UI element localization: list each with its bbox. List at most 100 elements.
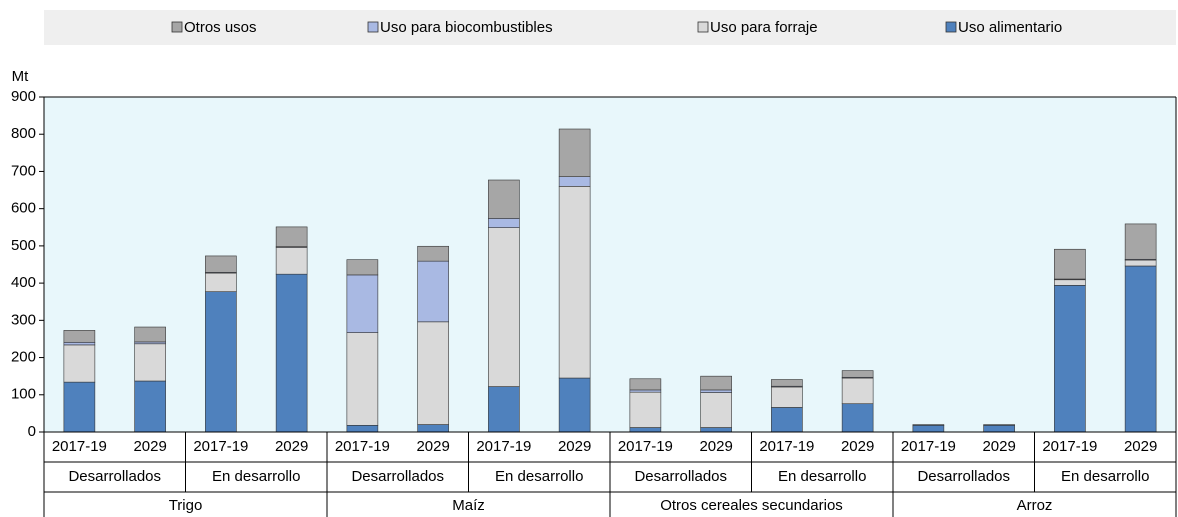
- bar-segment: [417, 424, 449, 433]
- bar-segment: [700, 392, 732, 428]
- bar-segment: [275, 226, 308, 247]
- bar-segment: [558, 377, 591, 433]
- group-label: Arroz: [1017, 497, 1053, 514]
- bar-segment: [841, 403, 874, 433]
- subgroup-label: Desarrollados: [351, 468, 444, 485]
- x-tick-label: 2029: [558, 438, 591, 455]
- y-tick-label: 0: [28, 423, 36, 440]
- bar-segment: [63, 330, 96, 343]
- x-tick-label: 2029: [1124, 438, 1157, 455]
- bar-segment: [629, 427, 662, 433]
- bar-segment: [629, 389, 662, 393]
- y-axis-label: Mt: [12, 68, 29, 85]
- x-tick-label: 2017-19: [1042, 438, 1097, 455]
- bar-segment: [558, 186, 591, 379]
- x-tick-label: 2017-19: [335, 438, 390, 455]
- x-tick-label: 2017-19: [759, 438, 814, 455]
- bar-segment: [771, 379, 803, 387]
- bar-segment: [558, 176, 591, 187]
- legend-label: Uso para forraje: [710, 19, 818, 36]
- y-tick-label: 100: [11, 386, 36, 403]
- bar-segment: [771, 386, 803, 408]
- bar-segment: [134, 343, 166, 382]
- bar-segment: [63, 381, 96, 433]
- bar-segment: [488, 227, 520, 387]
- x-tick-label: 2017-19: [901, 438, 956, 455]
- y-tick-label: 200: [11, 349, 36, 366]
- subgroup-label: Desarrollados: [634, 468, 727, 485]
- bar-segment: [488, 218, 520, 228]
- bar-segment: [700, 389, 732, 393]
- bar-segment: [1124, 259, 1157, 267]
- bar-segment: [841, 370, 874, 378]
- x-tick-label: 2029: [841, 438, 874, 455]
- bar-segment: [912, 424, 945, 433]
- bar-segment: [983, 424, 1015, 433]
- bar-segment: [629, 391, 662, 428]
- y-tick-label: 500: [11, 237, 36, 254]
- bar-segment: [700, 375, 732, 391]
- y-tick-label: 700: [11, 162, 36, 179]
- legend-label: Uso para biocombustibles: [380, 19, 553, 36]
- y-tick-label: 900: [11, 88, 36, 105]
- bar-segment: [134, 380, 166, 433]
- subgroup-label: Desarrollados: [68, 468, 161, 485]
- bar-segment: [63, 344, 96, 383]
- bar-segment: [1124, 265, 1157, 433]
- x-tick-label: 2029: [416, 438, 449, 455]
- bar-segment: [205, 255, 237, 273]
- bar-segment: [63, 341, 96, 346]
- bar-segment: [1054, 285, 1086, 433]
- group-label: Trigo: [169, 497, 203, 514]
- bar-segment: [275, 247, 308, 275]
- x-tick-label: 2029: [275, 438, 308, 455]
- group-label: Otros cereales secundarios: [660, 497, 843, 514]
- legend-background: [44, 10, 1176, 45]
- bar-segment: [417, 260, 449, 323]
- bar-segment: [488, 179, 520, 219]
- bar-segment: [205, 291, 237, 433]
- x-tick-label: 2029: [982, 438, 1015, 455]
- legend-label: Uso alimentario: [958, 19, 1062, 36]
- bar-segment: [629, 378, 662, 391]
- bar-segment: [912, 424, 945, 426]
- x-tick-label: 2017-19: [618, 438, 673, 455]
- bar-segment: [417, 321, 449, 425]
- subgroup-label: Desarrollados: [917, 468, 1010, 485]
- bar-segment: [558, 128, 591, 177]
- bar-segment: [1054, 279, 1086, 286]
- subgroup-label: En desarrollo: [778, 468, 866, 485]
- legend-swatch: [945, 21, 957, 33]
- bar-segment: [346, 332, 379, 426]
- bar-segment: [346, 424, 379, 433]
- subgroup-label: En desarrollo: [495, 468, 583, 485]
- x-tick-label: 2017-19: [52, 438, 107, 455]
- y-tick-label: 800: [11, 125, 36, 142]
- legend-swatch: [697, 21, 709, 33]
- subgroup-label: En desarrollo: [212, 468, 300, 485]
- legend-label: Otros usos: [184, 19, 257, 36]
- y-tick-label: 300: [11, 311, 36, 328]
- bar-segment: [841, 377, 874, 405]
- y-tick-label: 400: [11, 274, 36, 291]
- legend-swatch: [171, 21, 183, 33]
- bar-segment: [346, 274, 379, 333]
- bar-segment: [488, 386, 520, 433]
- bar-segment: [983, 424, 1015, 426]
- bar-segment: [417, 245, 449, 262]
- bar-segment: [1124, 223, 1157, 260]
- bar-segment: [275, 273, 308, 433]
- bar-segment: [134, 326, 166, 343]
- y-tick-label: 600: [11, 200, 36, 217]
- subgroup-label: En desarrollo: [1061, 468, 1149, 485]
- bar-segment: [1054, 248, 1086, 280]
- x-tick-label: 2029: [699, 438, 732, 455]
- x-tick-label: 2017-19: [193, 438, 248, 455]
- legend-swatch: [367, 21, 379, 33]
- bar-segment: [700, 427, 732, 433]
- bar-segment: [346, 259, 379, 276]
- x-tick-label: 2017-19: [476, 438, 531, 455]
- bar-segment: [771, 407, 803, 433]
- group-label: Maíz: [452, 497, 485, 514]
